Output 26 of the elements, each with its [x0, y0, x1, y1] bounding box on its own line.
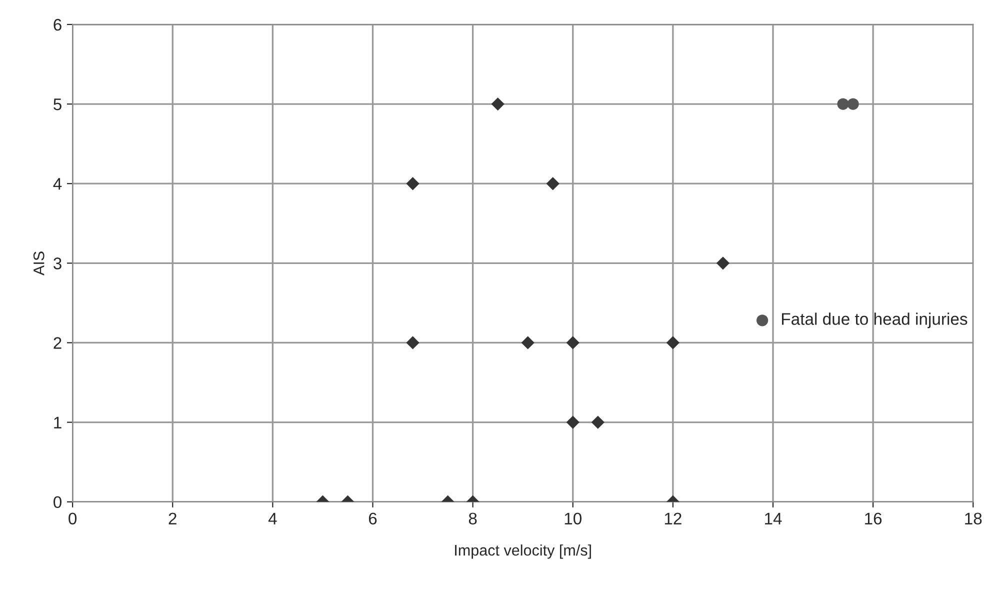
legend-label: Fatal due to head injuries: [782, 312, 968, 328]
y-tick-label: 0: [54, 496, 62, 508]
x-tick-label: 0: [68, 512, 77, 524]
y-tick-label: 5: [54, 98, 62, 110]
point: [406, 177, 420, 190]
y-tick-label: 2: [54, 337, 62, 349]
x-axis-title: Impact velocity [m/s]: [455, 544, 591, 559]
point: [546, 177, 560, 190]
point: [716, 256, 730, 270]
x-tick-label: 10: [564, 512, 582, 524]
x-tick-label: 12: [664, 512, 682, 524]
y-tick-label: 3: [54, 258, 62, 270]
point: [847, 98, 859, 110]
x-tick-label: 2: [168, 512, 176, 524]
x-tick-label: 14: [765, 512, 782, 524]
x-tick-label: 18: [965, 512, 982, 524]
y-tick-label: 6: [54, 18, 62, 31]
y-tick-label: 4: [53, 178, 62, 190]
x-tick-label: 8: [468, 512, 477, 524]
point: [837, 98, 849, 110]
x-tick-label: 4: [268, 512, 277, 524]
x-tick-label: 6: [368, 512, 377, 524]
y-axis-title: AIS: [33, 252, 44, 276]
point: [491, 97, 504, 111]
y-tick-label: 1: [54, 416, 62, 428]
x-tick-label: 16: [865, 512, 882, 524]
